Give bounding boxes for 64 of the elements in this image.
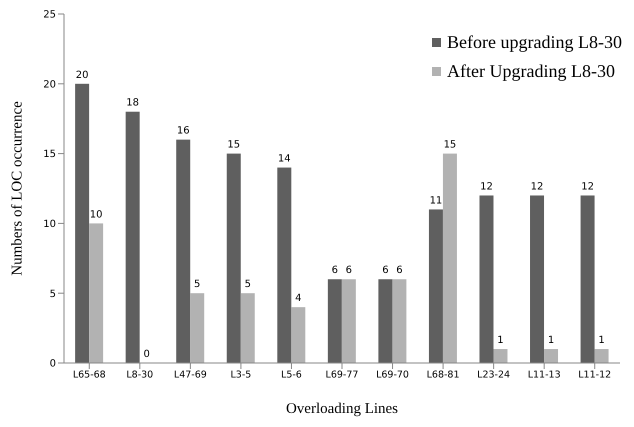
bar bbox=[378, 279, 392, 363]
data-label: 12 bbox=[530, 181, 544, 192]
data-label: 15 bbox=[444, 140, 456, 151]
y-tick-label: 15 bbox=[43, 149, 56, 160]
data-label: 5 bbox=[194, 279, 200, 290]
data-label: 6 bbox=[382, 265, 389, 276]
y-tick-label: 5 bbox=[50, 288, 56, 300]
y-tick-label: 25 bbox=[43, 10, 56, 21]
bar bbox=[594, 349, 609, 363]
x-tick-label: L23-24 bbox=[477, 370, 510, 381]
bar bbox=[342, 279, 356, 363]
legend-label: Before upgrading L8-30 bbox=[447, 32, 622, 53]
bar bbox=[544, 349, 558, 363]
data-label: 14 bbox=[278, 154, 291, 165]
bar bbox=[190, 293, 204, 363]
bar bbox=[240, 293, 255, 363]
data-label: 12 bbox=[480, 181, 493, 192]
data-label: 4 bbox=[295, 293, 302, 304]
bar bbox=[277, 168, 292, 363]
data-label: 18 bbox=[126, 98, 140, 109]
y-tick-label: 10 bbox=[43, 218, 56, 230]
x-axis-title: Overloading Lines bbox=[286, 401, 398, 417]
data-label: 6 bbox=[396, 265, 403, 276]
bar bbox=[493, 349, 508, 363]
bar bbox=[442, 154, 457, 363]
legend-label: After Upgrading L8-30 bbox=[447, 61, 615, 82]
x-tick-label: L69-70 bbox=[376, 370, 409, 381]
data-label: 5 bbox=[244, 279, 251, 290]
data-label: 1 bbox=[598, 335, 605, 346]
data-label: 0 bbox=[143, 349, 150, 360]
data-label: 12 bbox=[581, 181, 594, 192]
bar bbox=[89, 223, 104, 363]
data-label: 11 bbox=[430, 195, 442, 206]
data-label: 6 bbox=[332, 265, 338, 276]
bar bbox=[226, 154, 241, 363]
bar bbox=[75, 84, 90, 363]
bar bbox=[479, 195, 494, 363]
x-tick-label: L68-81 bbox=[426, 370, 460, 381]
data-label: 20 bbox=[76, 70, 88, 81]
x-tick-label: L11-12 bbox=[578, 370, 612, 381]
x-tick-label: L69-77 bbox=[326, 370, 358, 381]
x-tick-label: L5-6 bbox=[281, 370, 302, 381]
y-tick-label: 0 bbox=[50, 358, 56, 370]
data-label: 6 bbox=[346, 265, 352, 276]
data-label: 1 bbox=[548, 335, 554, 346]
bar bbox=[392, 279, 406, 363]
bar bbox=[580, 195, 595, 363]
data-label: 10 bbox=[90, 209, 102, 220]
x-tick-label: L47-69 bbox=[174, 370, 207, 381]
data-label: 16 bbox=[176, 126, 190, 137]
data-label: 1 bbox=[497, 335, 504, 346]
x-tick-label: L8-30 bbox=[126, 370, 154, 381]
x-tick-label: L65-68 bbox=[72, 370, 106, 381]
y-axis-title: Numbers of LOC occurrence bbox=[9, 100, 26, 276]
y-tick-label: 20 bbox=[43, 79, 56, 90]
x-tick-label: L3-5 bbox=[230, 370, 252, 381]
x-tick-label: L11-13 bbox=[528, 370, 561, 381]
data-label: 15 bbox=[227, 140, 240, 151]
bar bbox=[328, 279, 342, 363]
bar bbox=[428, 209, 443, 363]
bar bbox=[291, 307, 306, 363]
bar bbox=[176, 140, 190, 363]
bar bbox=[530, 195, 544, 363]
bar bbox=[126, 112, 140, 363]
